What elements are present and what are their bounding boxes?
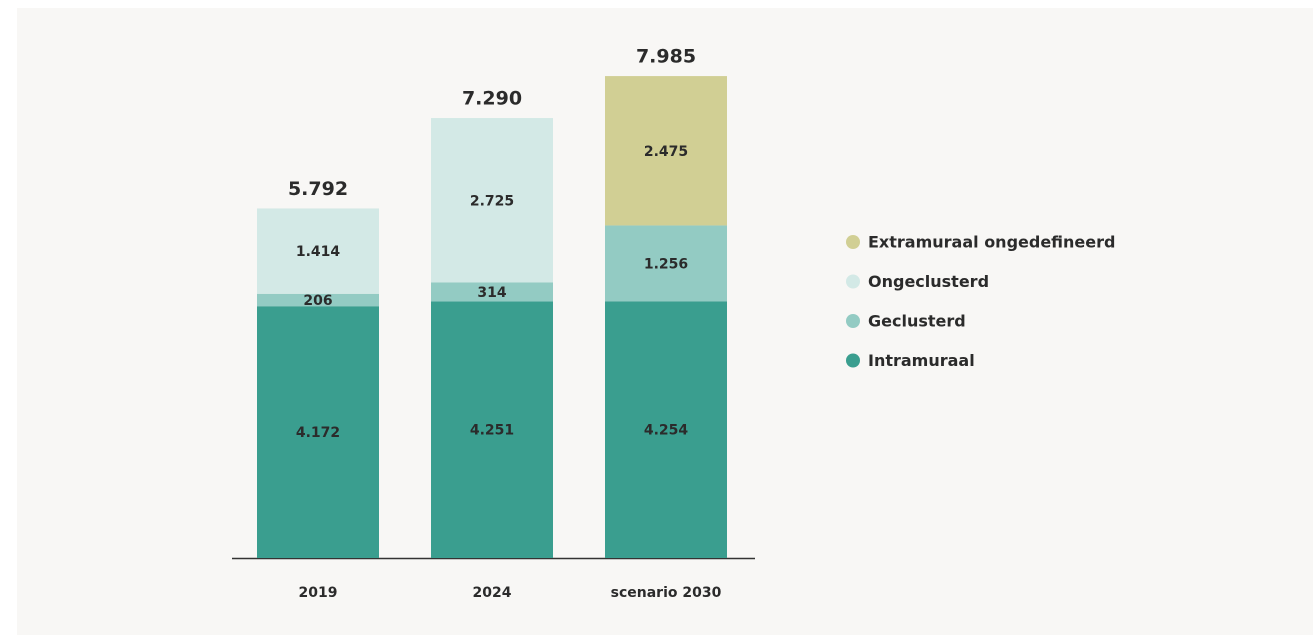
data-label: 314 — [477, 285, 506, 301]
data-label: 4.172 — [296, 425, 340, 441]
legend-swatch — [846, 314, 860, 328]
legend-label: Geclusterd — [868, 312, 966, 331]
data-label: 4.254 — [644, 423, 689, 439]
data-label: 4.251 — [470, 423, 514, 439]
legend-label: Ongeclusterd — [868, 272, 989, 291]
bar-segment — [431, 282, 553, 302]
bar-segment — [257, 306, 379, 558]
data-label: 2.725 — [470, 193, 514, 209]
bar-segment — [605, 76, 727, 226]
total-label: 7.985 — [636, 46, 696, 68]
x-tick-label: 2024 — [473, 585, 512, 601]
bar-segment — [257, 208, 379, 294]
legend-label: Intramuraal — [868, 351, 975, 370]
bar-segment — [431, 301, 553, 558]
legend-swatch — [846, 353, 860, 368]
legend-swatch — [846, 274, 860, 289]
bar-segment — [257, 293, 379, 307]
bar-segment — [605, 301, 727, 558]
data-label: 206 — [303, 293, 332, 309]
x-tick-label: scenario 2030 — [611, 585, 722, 601]
total-label: 7.290 — [462, 88, 522, 110]
legend-swatch — [846, 235, 860, 249]
total-label: 5.792 — [288, 178, 348, 200]
legend-label: Extramuraal ongedefineerd — [868, 233, 1115, 252]
data-label: 1.414 — [296, 244, 341, 260]
bar-segment — [431, 118, 553, 283]
data-label: 2.475 — [644, 144, 688, 160]
x-tick-label: 2019 — [299, 585, 338, 601]
bar-segment — [605, 225, 727, 302]
data-label: 1.256 — [644, 256, 688, 272]
